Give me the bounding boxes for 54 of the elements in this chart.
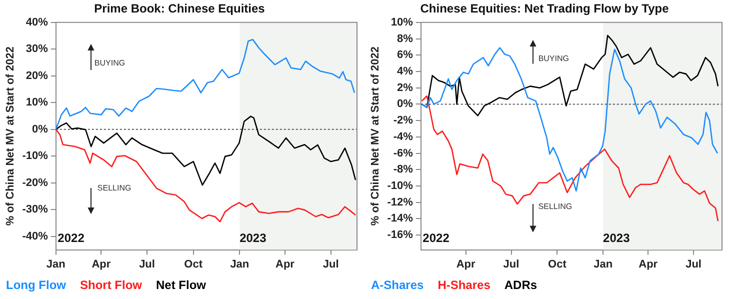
x-tick-label: Jan: [230, 258, 250, 270]
y-tick-label: 2%: [396, 82, 414, 94]
x-tick-label: Jul: [139, 258, 155, 270]
x-tick-label: Jul: [503, 258, 520, 270]
y-tick-label: 10%: [390, 16, 414, 28]
x-tick-label: Jul: [686, 258, 702, 270]
y-tick-label: 0%: [396, 98, 414, 110]
y-tick-label: -14%: [387, 212, 414, 225]
annotation: BUYING: [538, 54, 569, 64]
text: H-Shares: [438, 278, 490, 292]
annotation: SELLING: [538, 202, 572, 211]
x-tick-label: Jan: [594, 258, 613, 270]
x-tick-label: Apr: [92, 258, 112, 270]
x-tick-label: Oct: [548, 258, 567, 270]
text: Short Flow: [80, 278, 142, 292]
y-tick-label: -40%: [22, 230, 48, 242]
text: ADRs: [504, 278, 538, 292]
x-tick-label: Jul: [322, 258, 339, 270]
y-tick-label: 6%: [396, 49, 414, 62]
y-tick-label: 4%: [396, 66, 414, 78]
y-tick-label: 30%: [26, 43, 48, 56]
x-tick-label: Apr: [276, 258, 296, 270]
x-tick-label: Oct: [184, 258, 203, 270]
y-axis-title: % of China Net MV at Start of 2022: [4, 46, 17, 226]
x-tick-label: Jan: [46, 258, 66, 270]
x-tick-label: Apr: [638, 258, 658, 270]
y-tick-label: -30%: [22, 204, 48, 216]
y-tick-label: -16%: [387, 229, 414, 242]
annotation: SELLING: [97, 184, 132, 193]
chart-title: Chinese Equities: Net Trading Flow by Type: [420, 2, 670, 16]
x-tick-label: Apr: [456, 258, 476, 270]
annotation: 2023: [603, 230, 630, 245]
y-tick-label: 10%: [26, 96, 48, 109]
y-tick-label: 8%: [396, 32, 414, 45]
y-tick-label: 0%: [32, 123, 48, 136]
y-tick-label: -20%: [22, 176, 48, 189]
y-tick-label: 40%: [26, 16, 48, 28]
y-tick-label: -6%: [393, 147, 414, 160]
y-tick-label: -10%: [387, 180, 414, 192]
text: A-Shares: [371, 278, 424, 292]
annotation: 2023: [240, 230, 267, 245]
annotation: 2022: [422, 230, 450, 245]
y-tick-label: -12%: [387, 196, 414, 208]
annotation: 2022: [58, 230, 85, 245]
y-tick-label: -10%: [22, 150, 48, 162]
annotation: BUYING: [94, 58, 126, 68]
y-tick-label: 20%: [26, 70, 48, 82]
chart-title: Prime Book: Chinese Equities: [94, 2, 266, 16]
y-axis-title: % of China Net MV at Start of 2022: [370, 46, 382, 226]
text: Long Flow: [6, 278, 66, 292]
y-tick-label: -4%: [393, 130, 414, 143]
text: Net Flow: [156, 278, 206, 292]
y-tick-label: -8%: [393, 164, 414, 176]
y-tick-label: -2%: [393, 114, 414, 127]
